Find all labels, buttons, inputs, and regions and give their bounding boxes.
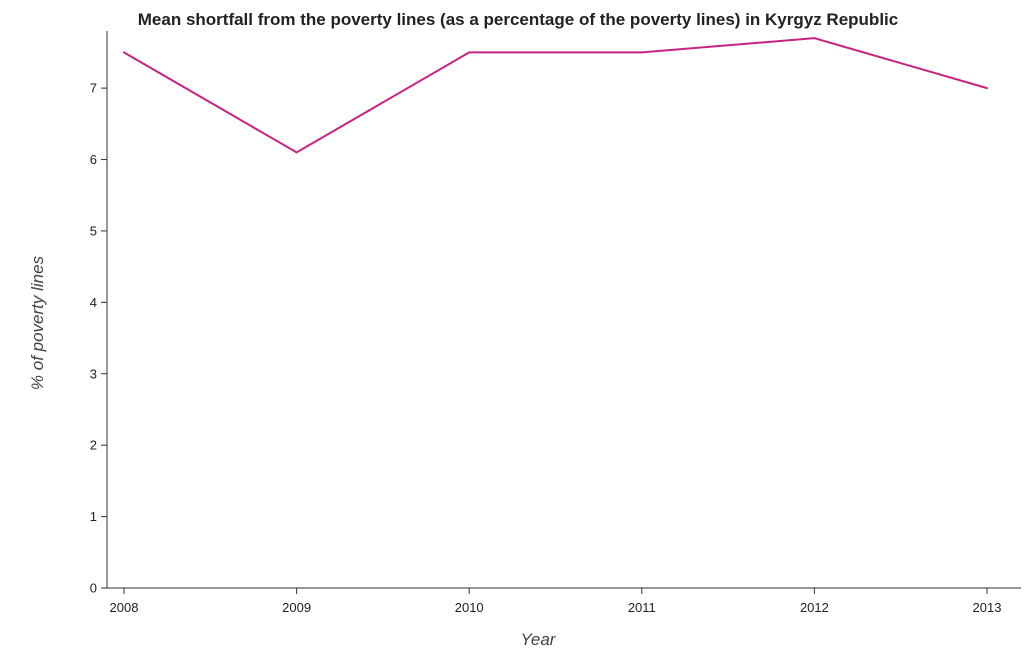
data-point (123, 51, 125, 54)
x-tick-label: 2008 (110, 600, 139, 615)
y-tick-label: 5 (90, 223, 97, 238)
data-point (295, 151, 298, 154)
data-point (640, 51, 643, 54)
x-tick-label: 2013 (973, 600, 1002, 615)
y-axis-label: % of poverty lines (28, 255, 47, 390)
x-axis-ticks: 2008 2009 2010 2011 2012 2013 (110, 588, 1002, 615)
chart-title: Mean shortfall from the poverty lines (a… (137, 10, 899, 29)
data-point (468, 51, 471, 54)
y-tick-label: 2 (90, 438, 97, 453)
data-point (813, 37, 816, 40)
series-line (123, 37, 988, 154)
y-tick-label: 4 (90, 295, 97, 310)
y-tick-label: 3 (90, 366, 97, 381)
data-point (986, 87, 988, 90)
x-tick-label: 2010 (455, 600, 484, 615)
x-tick-label: 2011 (628, 600, 656, 615)
y-axis-ticks: 0 1 2 3 4 5 6 7 (90, 81, 107, 596)
y-tick-label: 1 (90, 509, 97, 524)
x-tick-label: 2009 (282, 600, 311, 615)
y-tick-label: 0 (90, 581, 97, 596)
series-group (123, 37, 988, 154)
axes (106, 31, 1021, 589)
y-tick-label: 7 (90, 81, 97, 96)
y-tick-label: 6 (90, 152, 97, 167)
x-axis-label: Year (521, 630, 557, 649)
x-tick-label: 2012 (800, 600, 829, 615)
